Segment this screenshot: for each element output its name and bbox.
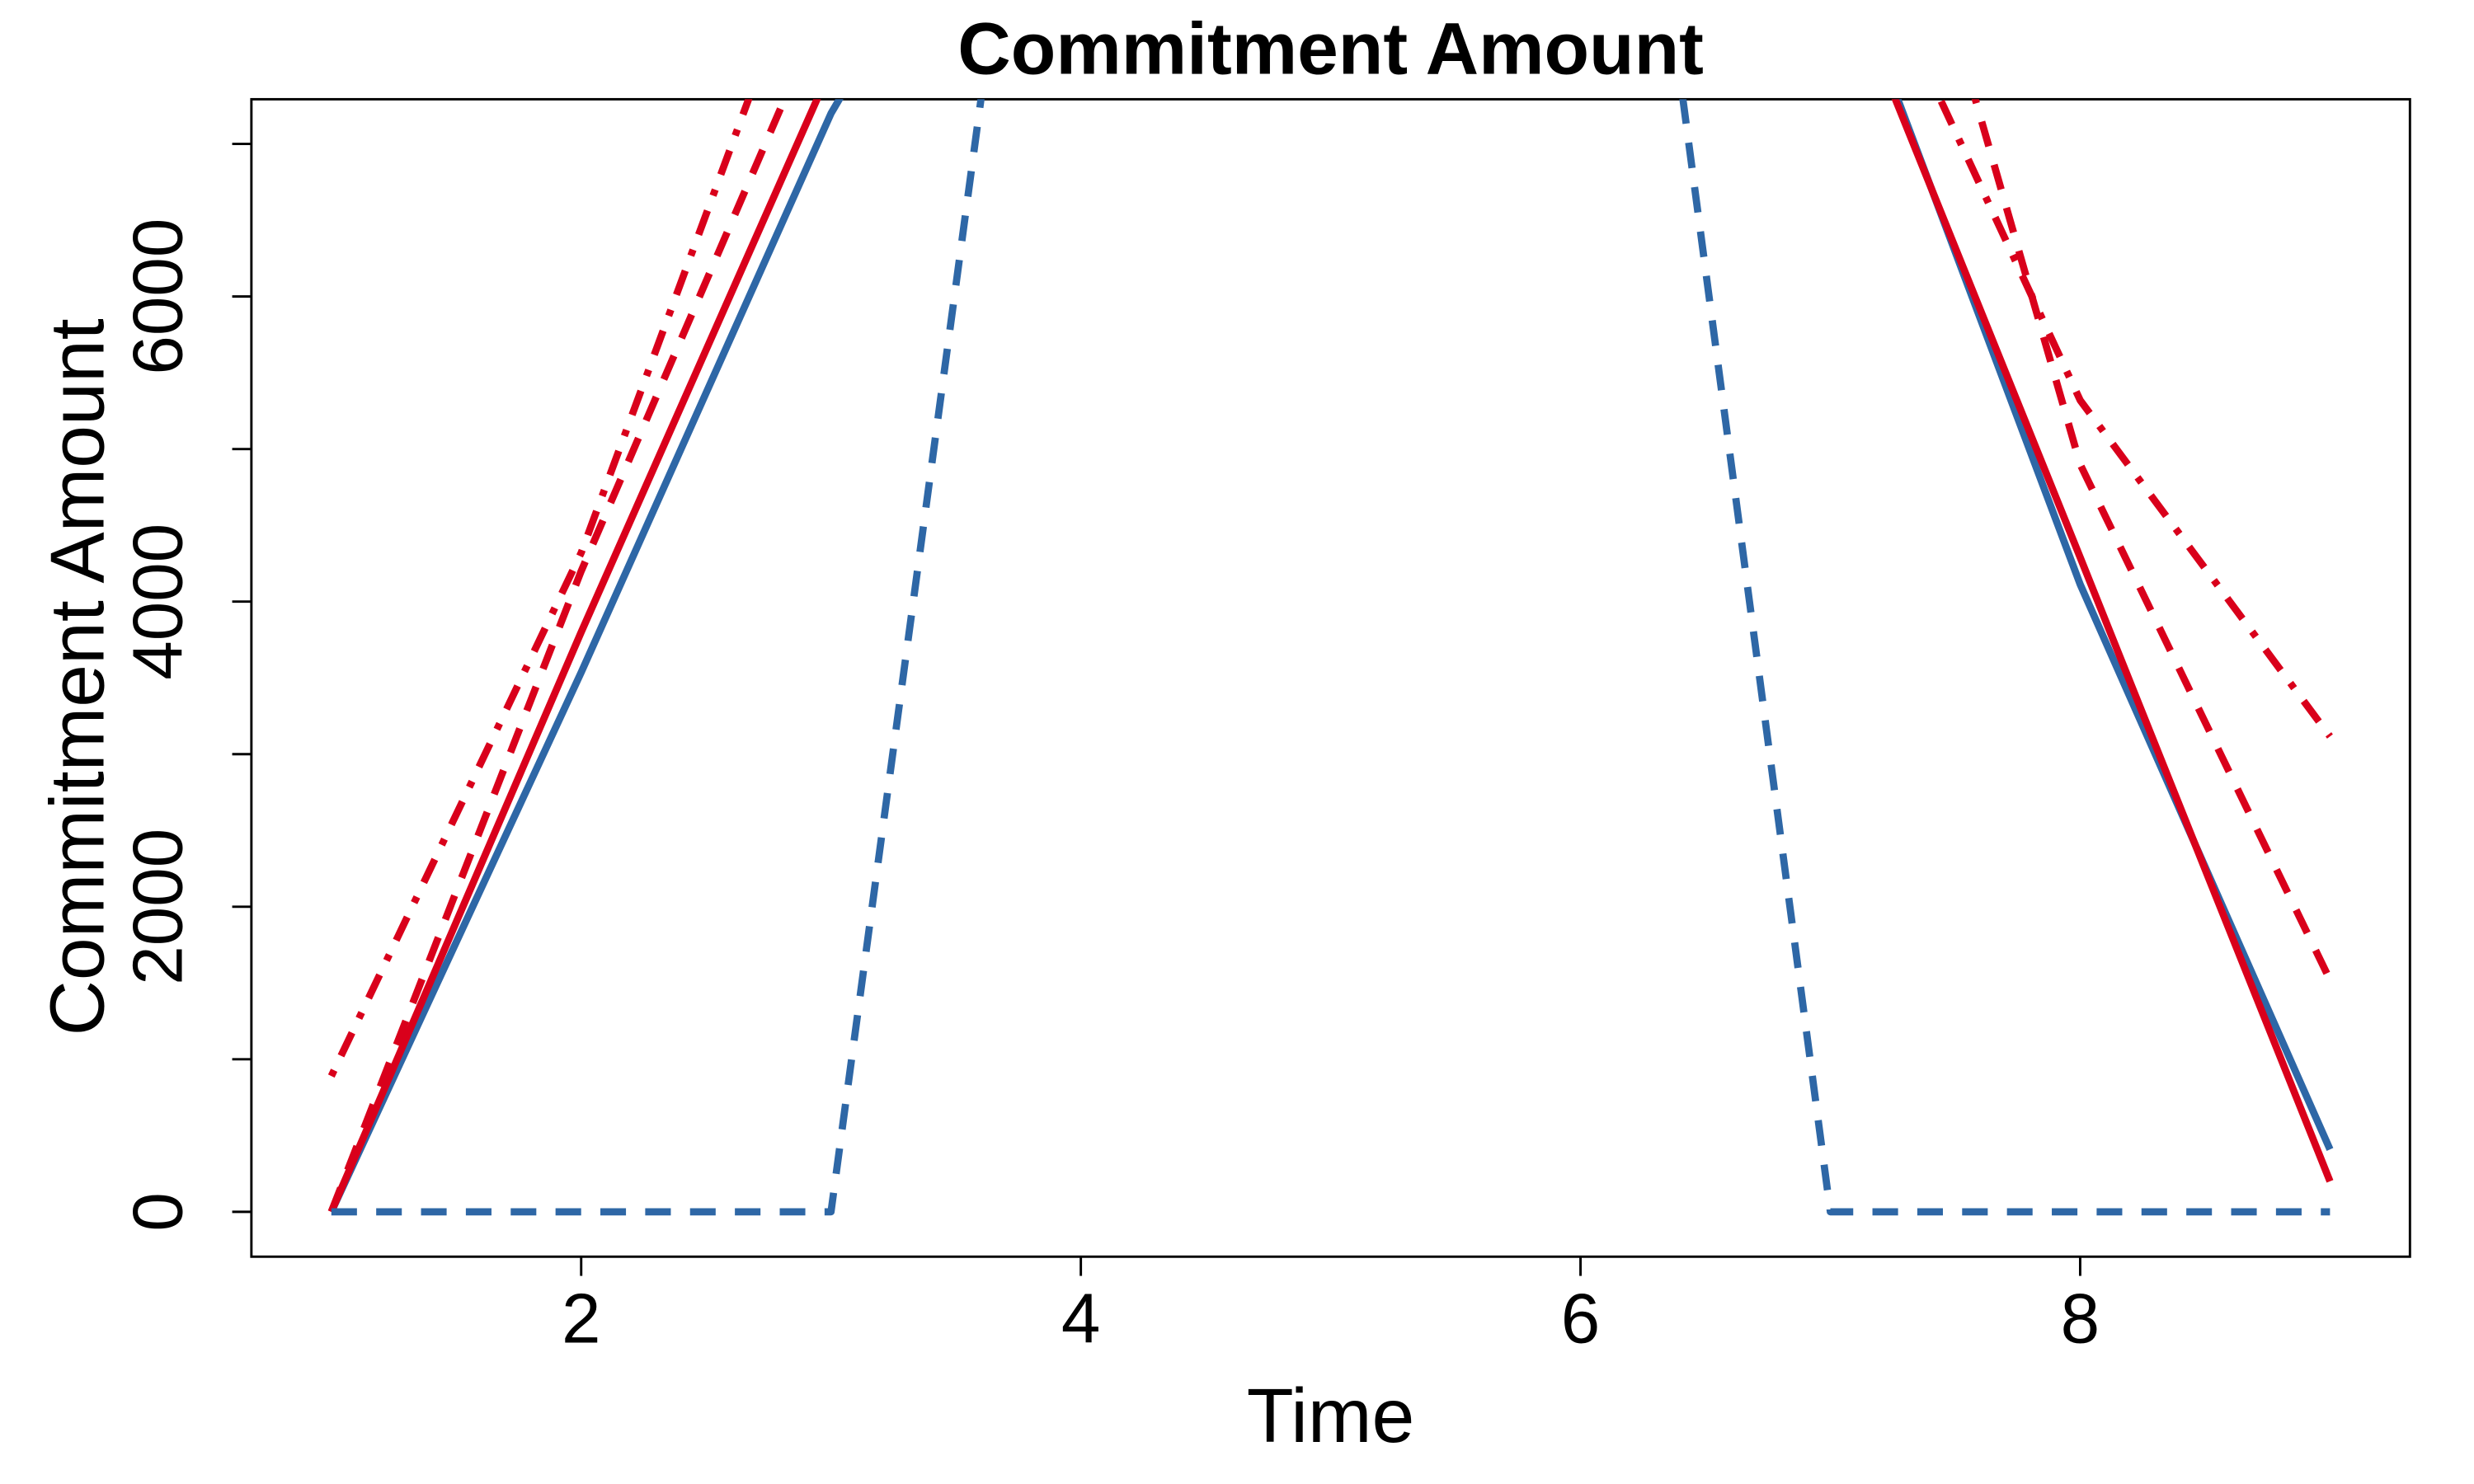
y-tick-label: 6000 xyxy=(120,218,198,375)
y-axis-label: Commitment Amount xyxy=(35,318,120,1036)
series-line xyxy=(327,99,2334,1214)
plot-frame xyxy=(250,97,2411,1258)
x-axis-label: Time xyxy=(1247,1373,1415,1458)
y-tick-label: 4000 xyxy=(120,524,198,680)
series-line xyxy=(327,99,2334,1214)
x-tick-label: 4 xyxy=(1061,1280,1101,1358)
series-line xyxy=(331,99,2331,1216)
series-line xyxy=(327,99,2333,1078)
chart-title: Commitment Amount xyxy=(957,7,1704,90)
x-tick-label: 8 xyxy=(2061,1280,2100,1358)
x-tick-label: 6 xyxy=(1561,1280,1601,1358)
y-tick-label: 2000 xyxy=(120,829,198,985)
plot-area xyxy=(327,99,2334,1216)
series-line xyxy=(327,99,2334,1214)
x-tick-label: 2 xyxy=(562,1280,601,1358)
y-tick-label: 0 xyxy=(120,1192,198,1232)
